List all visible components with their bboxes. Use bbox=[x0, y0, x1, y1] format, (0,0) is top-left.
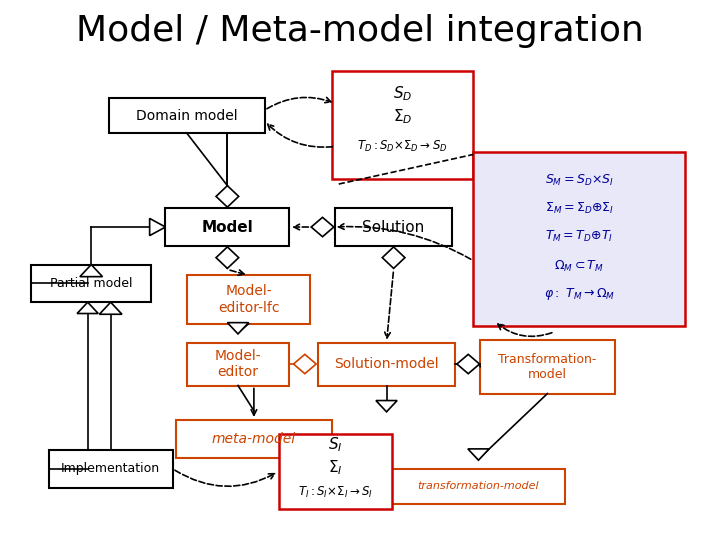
Text: Partial model: Partial model bbox=[50, 277, 132, 290]
Text: $T_D{:}S_D{\times}\Sigma_D{\rightarrow}S_D$: $T_D{:}S_D{\times}\Sigma_D{\rightarrow}S… bbox=[357, 139, 448, 154]
Bar bbox=[176, 421, 332, 458]
Bar bbox=[480, 340, 615, 394]
Polygon shape bbox=[80, 265, 102, 276]
Polygon shape bbox=[376, 401, 397, 412]
Text: $S_M {=} S_D {\times} S_I$: $S_M {=} S_D {\times} S_I$ bbox=[545, 172, 613, 187]
Text: $T_I{:}S_I{\times}\Sigma_I{\rightarrow}S_I$: $T_I{:}S_I{\times}\Sigma_I{\rightarrow}S… bbox=[298, 485, 373, 501]
Bar bbox=[279, 434, 392, 509]
Text: Model: Model bbox=[202, 220, 253, 234]
Polygon shape bbox=[228, 322, 248, 334]
Text: Implementation: Implementation bbox=[61, 462, 161, 475]
Text: $S_D$: $S_D$ bbox=[393, 84, 412, 103]
Bar bbox=[186, 342, 289, 386]
Bar bbox=[473, 152, 685, 326]
Text: Solution: Solution bbox=[362, 220, 425, 234]
Text: $\Sigma_M {=} \Sigma_D {\oplus} \Sigma_I$: $\Sigma_M {=} \Sigma_D {\oplus} \Sigma_I… bbox=[544, 200, 614, 215]
Polygon shape bbox=[150, 218, 166, 235]
Bar bbox=[186, 275, 310, 323]
Bar bbox=[109, 98, 264, 133]
Text: $\Sigma_D$: $\Sigma_D$ bbox=[392, 107, 412, 126]
Text: $\Sigma_I$: $\Sigma_I$ bbox=[328, 458, 343, 477]
Bar bbox=[166, 208, 289, 246]
Polygon shape bbox=[311, 218, 334, 237]
Text: $\varphi{:}\ T_M {\rightarrow} \Omega_M$: $\varphi{:}\ T_M {\rightarrow} \Omega_M$ bbox=[544, 286, 615, 302]
Polygon shape bbox=[216, 186, 239, 207]
Text: Model / Meta-model integration: Model / Meta-model integration bbox=[76, 14, 644, 48]
Text: Domain model: Domain model bbox=[136, 109, 238, 123]
Bar bbox=[49, 450, 173, 488]
Text: $T_M {=} T_D {\oplus} T_I$: $T_M {=} T_D {\oplus} T_I$ bbox=[545, 229, 613, 244]
Text: $S_I$: $S_I$ bbox=[328, 435, 343, 454]
Bar bbox=[336, 208, 452, 246]
Text: $\Omega_M {\subset} T_M$: $\Omega_M {\subset} T_M$ bbox=[554, 259, 604, 274]
Text: meta-model: meta-model bbox=[212, 432, 296, 446]
Polygon shape bbox=[468, 449, 489, 460]
Bar bbox=[392, 469, 565, 504]
Polygon shape bbox=[382, 247, 405, 268]
Bar bbox=[332, 71, 473, 179]
Text: Solution-model: Solution-model bbox=[334, 357, 438, 371]
Polygon shape bbox=[294, 354, 316, 374]
Polygon shape bbox=[77, 302, 99, 314]
Text: transformation-model: transformation-model bbox=[418, 481, 539, 491]
Bar bbox=[318, 342, 456, 386]
Polygon shape bbox=[457, 354, 480, 374]
Bar bbox=[31, 265, 151, 302]
Text: Model-
editor-lfc: Model- editor-lfc bbox=[218, 285, 279, 315]
Polygon shape bbox=[216, 247, 239, 268]
Text: Model-
editor: Model- editor bbox=[215, 349, 261, 379]
Polygon shape bbox=[99, 302, 122, 314]
Text: Transformation-
model: Transformation- model bbox=[498, 353, 597, 381]
